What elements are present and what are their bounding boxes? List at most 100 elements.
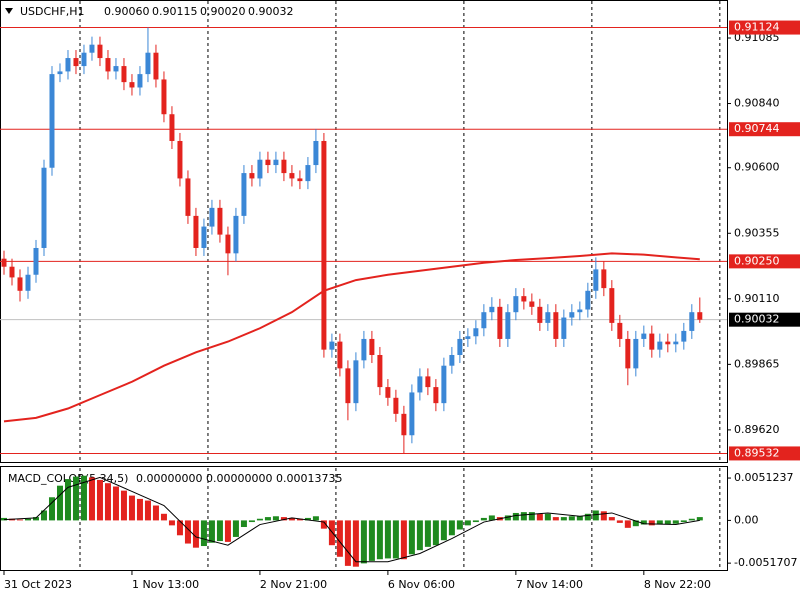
candle-body bbox=[377, 354, 383, 388]
macd-bar bbox=[144, 500, 151, 521]
macd-bar bbox=[576, 516, 583, 521]
candle-body bbox=[265, 159, 271, 166]
candle-body bbox=[657, 341, 663, 350]
candle-body bbox=[129, 82, 135, 88]
header-open: 0.90060 bbox=[104, 5, 150, 18]
macd-bar bbox=[32, 517, 39, 521]
candle-body bbox=[313, 140, 319, 166]
candle-body bbox=[393, 397, 399, 414]
candle-body bbox=[593, 269, 599, 291]
candle-body bbox=[273, 159, 279, 166]
macd-bar bbox=[120, 490, 127, 521]
macd-bar bbox=[688, 518, 695, 521]
candle-body bbox=[289, 173, 295, 179]
macd-bar bbox=[696, 517, 703, 521]
macd-bar bbox=[464, 520, 471, 526]
candle-body bbox=[305, 165, 311, 182]
macd-bar bbox=[168, 520, 175, 526]
candle-body bbox=[353, 360, 359, 404]
macd-bar bbox=[112, 486, 119, 521]
macd-bar bbox=[440, 520, 447, 541]
candle-body bbox=[257, 159, 263, 179]
collapse-icon bbox=[5, 8, 13, 14]
macd-bar bbox=[56, 485, 63, 521]
x-tick-label: 8 Nov 22:00 bbox=[644, 578, 711, 591]
candle-body bbox=[649, 333, 655, 350]
candle-body bbox=[169, 114, 175, 141]
macd-bar bbox=[408, 520, 415, 555]
macd-bar bbox=[480, 517, 487, 521]
macd-bar bbox=[152, 505, 159, 521]
candle-body bbox=[145, 52, 151, 75]
last-price-box bbox=[729, 312, 800, 327]
macd-bar bbox=[664, 520, 671, 525]
macd-bar bbox=[392, 520, 399, 559]
macd-bar bbox=[600, 511, 607, 521]
candle-body bbox=[633, 338, 639, 369]
candle-body bbox=[585, 290, 591, 310]
candle-body bbox=[81, 52, 87, 67]
y-tick-label: 0.00 bbox=[734, 513, 759, 526]
macd-bar bbox=[584, 513, 591, 521]
macd-bar bbox=[312, 516, 319, 521]
macd-bar bbox=[376, 520, 383, 560]
symbol-title: USDCHF,H1 bbox=[20, 5, 85, 18]
macd-bar bbox=[208, 520, 215, 543]
y-tick-label: 0.90600 bbox=[734, 161, 780, 174]
candle-body bbox=[473, 328, 479, 337]
macd-bar bbox=[184, 520, 191, 544]
macd-signal bbox=[3, 476, 700, 563]
level-label: 0.91124 bbox=[734, 21, 780, 34]
macd-bar bbox=[552, 517, 559, 521]
candle-body bbox=[329, 341, 335, 350]
y-tick-label: 0.90355 bbox=[734, 226, 780, 239]
candle-body bbox=[9, 266, 15, 278]
candle-body bbox=[281, 159, 287, 174]
candle-body bbox=[297, 178, 303, 182]
candle-body bbox=[489, 306, 495, 313]
candle-body bbox=[73, 58, 79, 67]
candle-body bbox=[545, 312, 551, 323]
macd-bar bbox=[360, 520, 367, 564]
candle-body bbox=[337, 341, 343, 369]
candle-body bbox=[113, 66, 119, 72]
candle-body bbox=[465, 336, 471, 339]
candle-body bbox=[481, 312, 487, 329]
candle-body bbox=[417, 376, 423, 393]
macd-bar bbox=[280, 517, 287, 521]
candle-body bbox=[121, 66, 127, 83]
macd-bar bbox=[336, 520, 343, 557]
candle-body bbox=[673, 341, 679, 345]
macd-bar bbox=[248, 520, 255, 523]
candle-body bbox=[561, 317, 567, 339]
macd-bar bbox=[160, 513, 167, 521]
x-tick-label: 6 Nov 06:00 bbox=[388, 578, 455, 591]
candle-body bbox=[697, 312, 703, 320]
macd-bar bbox=[320, 520, 327, 529]
candle-body bbox=[225, 234, 231, 254]
candle-body bbox=[497, 306, 503, 339]
candle-body bbox=[49, 74, 55, 168]
macd-bar bbox=[424, 520, 431, 547]
macd-bar bbox=[512, 512, 519, 521]
candle-body bbox=[537, 306, 543, 323]
candle-body bbox=[57, 71, 63, 75]
macd-bar bbox=[104, 483, 111, 521]
macd-panel-frame bbox=[0, 466, 728, 571]
macd-bar bbox=[432, 520, 439, 546]
candle-body bbox=[689, 312, 695, 331]
candle-body bbox=[137, 74, 143, 88]
candle-body bbox=[601, 269, 607, 289]
candle-body bbox=[185, 178, 191, 216]
macd-bar bbox=[232, 520, 239, 537]
macd-bar bbox=[24, 518, 31, 521]
macd-bar bbox=[640, 520, 647, 525]
candle-body bbox=[505, 312, 511, 339]
macd-bar bbox=[648, 520, 655, 526]
candle-body bbox=[345, 368, 351, 404]
level-label: 0.90744 bbox=[734, 122, 780, 135]
macd-bar bbox=[344, 520, 351, 566]
macd-bar bbox=[472, 520, 479, 523]
candle-body bbox=[681, 330, 687, 342]
